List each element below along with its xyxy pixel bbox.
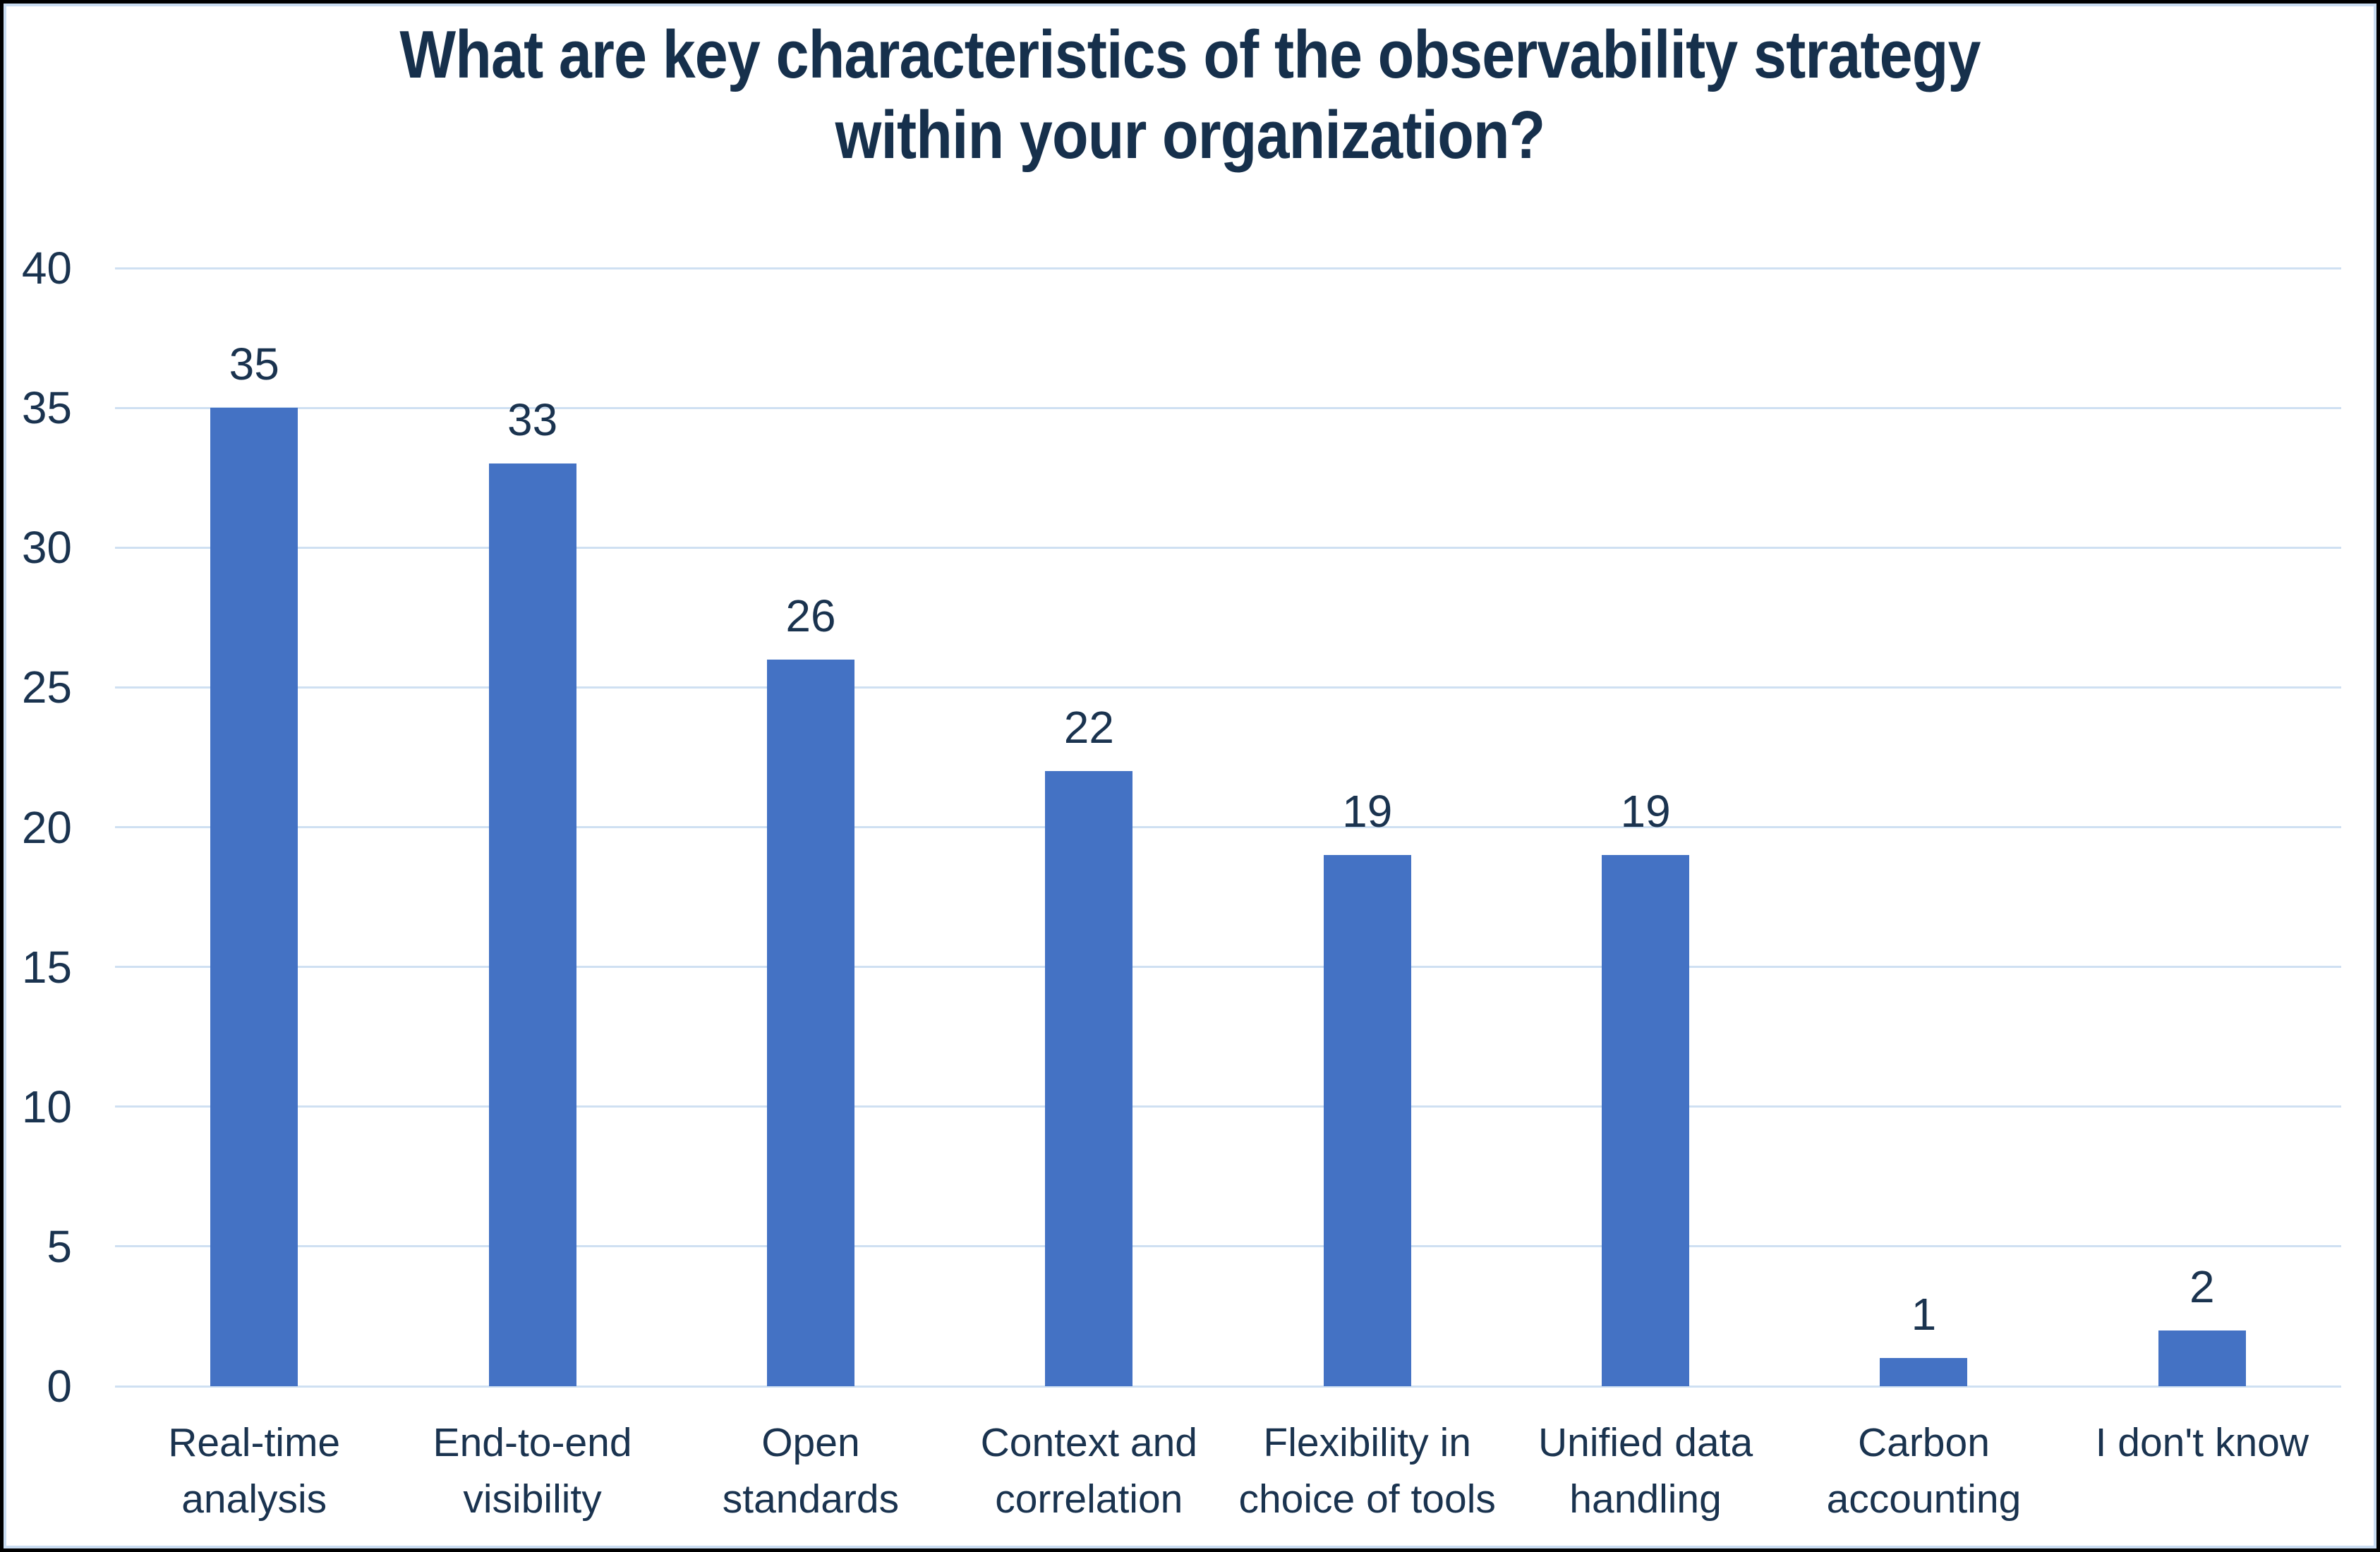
bar-slot-0: 35 (115, 268, 393, 1386)
x-category-label-5: Unified data handling (1506, 1414, 1784, 1527)
x-category-line: choice of tools (1238, 1477, 1496, 1522)
bar-value-label-5: 19 (1620, 786, 1671, 837)
y-tick-label-0: 0 (47, 1361, 72, 1412)
bar-slot-7: 2 (2063, 268, 2341, 1386)
x-category-line: accounting (1826, 1477, 2022, 1522)
bar-6 (1880, 1358, 1968, 1386)
bar-slot-6: 1 (1784, 268, 2062, 1386)
x-category-label-6: Carbon accounting (1784, 1414, 2062, 1527)
y-tick-label-40: 40 (21, 243, 72, 293)
x-category-line: Flexibility in (1263, 1420, 1471, 1465)
x-category-line: standards (722, 1477, 900, 1522)
x-category-label-3: Context and correlation (950, 1414, 1228, 1527)
y-axis: 0 5 10 15 20 25 30 35 40 (4, 245, 74, 1409)
x-category-line: correlation (995, 1477, 1183, 1522)
bar-3 (1045, 771, 1133, 1386)
x-category-label-7: I don't know (2063, 1414, 2341, 1527)
bar-slot-1: 33 (393, 268, 671, 1386)
gridline-10 (115, 1105, 2341, 1108)
gridline-40 (115, 267, 2341, 269)
gridline-5 (115, 1245, 2341, 1248)
bar-value-label-4: 19 (1342, 786, 1393, 837)
x-category-label-2: Open standards (672, 1414, 950, 1527)
x-category-line: analysis (181, 1477, 327, 1522)
bar-slot-5: 19 (1506, 268, 1784, 1386)
x-category-line: End-to-end (433, 1420, 632, 1465)
bar-slot-2: 26 (672, 268, 950, 1386)
bar-value-label-6: 1 (1911, 1289, 1937, 1340)
chart-title-line-1: What are key characteristics of the obse… (399, 17, 1981, 92)
x-category-line: visibility (463, 1477, 602, 1522)
x-category-line: Real-time (168, 1420, 341, 1465)
gridline-25 (115, 686, 2341, 689)
bar-2 (766, 659, 854, 1386)
plot-area: 35 33 26 22 19 19 1 2 (115, 267, 2341, 1388)
bar-value-label-2: 26 (785, 590, 836, 641)
bar-value-label-7: 2 (2189, 1261, 2215, 1312)
x-category-line: Open (761, 1420, 860, 1465)
x-category-line: Carbon (1857, 1420, 1990, 1465)
x-axis: Real-time analysis End-to-end visibility Ope… (115, 1414, 2341, 1527)
y-tick-label-25: 25 (21, 662, 72, 713)
bar-7 (2158, 1330, 2246, 1386)
bar-slot-4: 19 (1228, 268, 1506, 1386)
y-tick-label-20: 20 (21, 801, 72, 853)
bar-0 (210, 408, 298, 1386)
bar-1 (488, 463, 576, 1386)
y-tick-label-30: 30 (21, 522, 72, 574)
bars-layer: 35 33 26 22 19 19 1 2 (115, 268, 2341, 1386)
chart-title: What are key characteristics of the obse… (4, 15, 2376, 176)
bar-slot-3: 22 (950, 268, 1228, 1386)
x-category-line: Context and (980, 1420, 1197, 1465)
y-tick-label-10: 10 (21, 1081, 72, 1132)
bar-5 (1602, 855, 1690, 1386)
bar-value-label-0: 35 (229, 339, 279, 390)
gridline-20 (115, 826, 2341, 828)
y-tick-label-5: 5 (47, 1220, 72, 1272)
x-category-line: Unified data (1538, 1420, 1753, 1465)
gridline-0 (115, 1385, 2341, 1388)
gridline-35 (115, 406, 2341, 409)
x-category-label-1: End-to-end visibility (393, 1414, 671, 1527)
gridline-15 (115, 966, 2341, 969)
bar-4 (1323, 855, 1411, 1386)
bar-value-label-3: 22 (1063, 702, 1114, 753)
y-tick-label-35: 35 (21, 382, 72, 434)
x-category-line: I don't know (2095, 1420, 2309, 1465)
x-category-label-0: Real-time analysis (115, 1414, 393, 1527)
x-category-line: handling (1569, 1477, 1722, 1522)
bar-value-label-1: 33 (507, 394, 558, 446)
y-tick-label-15: 15 (21, 941, 72, 993)
x-category-label-4: Flexibility in choice of tools (1228, 1414, 1506, 1527)
chart-title-line-2: within your organization? (835, 97, 1546, 173)
gridline-30 (115, 546, 2341, 549)
